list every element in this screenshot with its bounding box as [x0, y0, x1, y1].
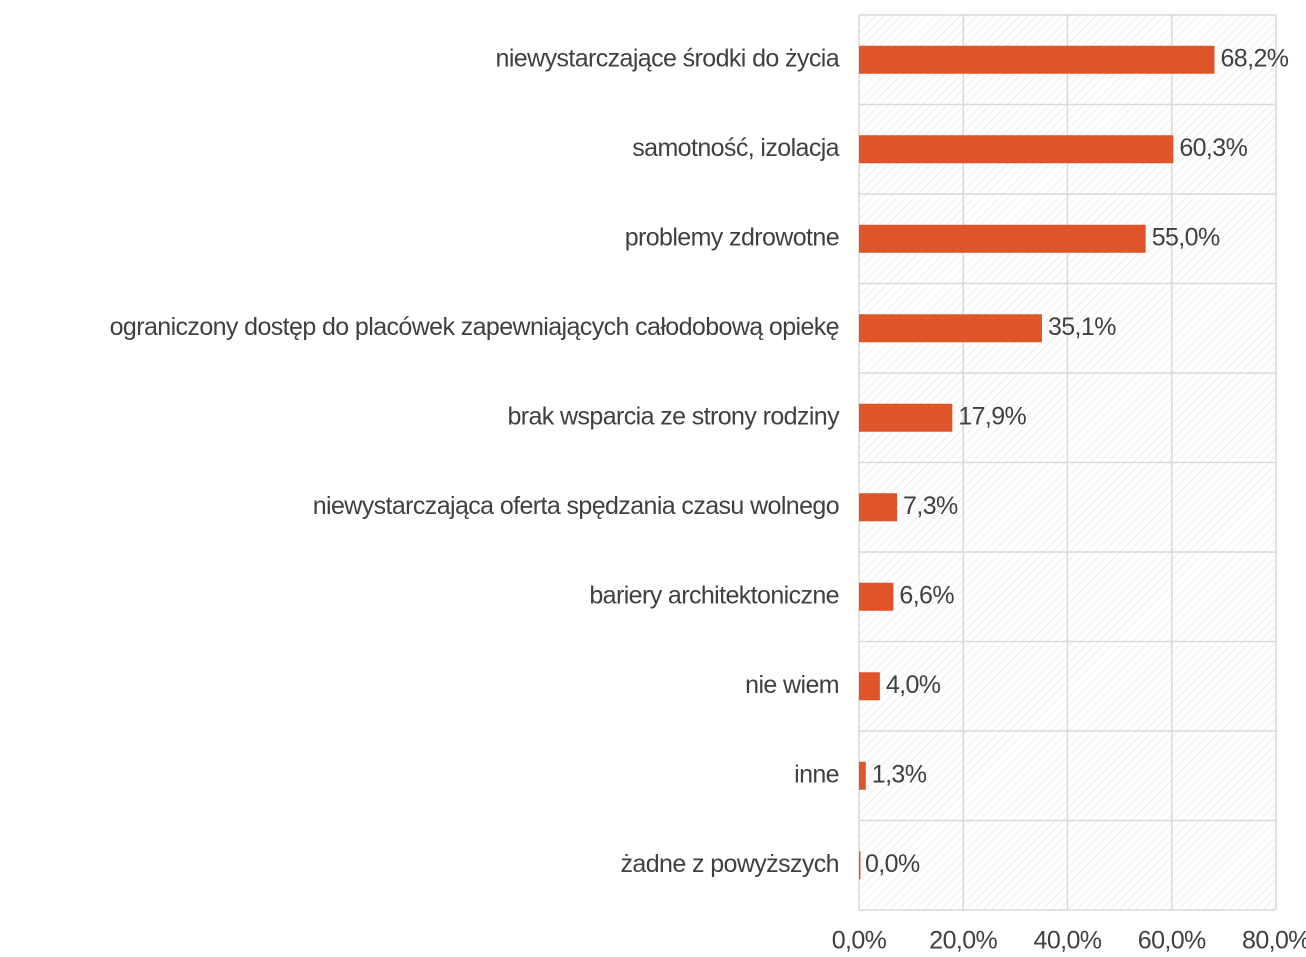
data-label: 0,0%: [865, 850, 920, 878]
data-label: 17,9%: [958, 402, 1026, 430]
y-tick-label: niewystarczająca oferta spędzania czasu …: [313, 492, 839, 520]
y-tick-label: niewystarczające środki do życia: [496, 44, 840, 72]
bar: [859, 582, 894, 611]
data-label: 7,3%: [903, 492, 958, 520]
bar: [859, 493, 898, 522]
x-tick-label: 20,0%: [929, 927, 997, 955]
y-tick-label: brak wsparcia ze strony rodziny: [507, 402, 840, 430]
bar: [859, 224, 1146, 253]
data-label: 35,1%: [1048, 313, 1116, 341]
y-tick-label: nie wiem: [745, 671, 839, 699]
x-tick-label: 0,0%: [832, 927, 887, 955]
y-tick-label: inne: [794, 760, 839, 788]
y-tick-label: problemy zdrowotne: [625, 223, 839, 251]
bar: [859, 403, 953, 432]
x-tick-label: 80,0%: [1242, 927, 1306, 955]
x-tick-label: 60,0%: [1138, 927, 1206, 955]
x-tick-label: 40,0%: [1034, 927, 1102, 955]
bar: [859, 45, 1215, 74]
y-tick-label: samotność, izolacja: [632, 134, 839, 162]
data-label: 1,3%: [872, 760, 927, 788]
data-label: 6,6%: [899, 581, 954, 609]
y-tick-label: żadne z powyższych: [621, 850, 839, 878]
bar: [859, 672, 880, 701]
bar: [859, 851, 861, 880]
y-tick-label: bariery architektoniczne: [589, 581, 839, 609]
y-tick-label: ograniczony dostęp do placówek zapewniaj…: [110, 313, 839, 341]
data-label: 55,0%: [1152, 223, 1220, 251]
bar: [859, 135, 1174, 164]
data-label: 4,0%: [886, 671, 941, 699]
data-label: 60,3%: [1179, 134, 1247, 162]
bar: [859, 761, 866, 790]
data-label: 68,2%: [1220, 44, 1288, 72]
bar: [859, 314, 1042, 343]
